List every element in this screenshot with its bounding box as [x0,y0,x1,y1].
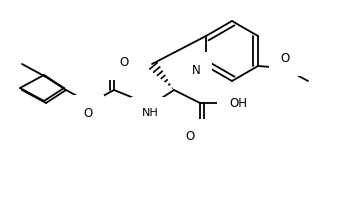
Text: O: O [185,130,195,144]
Text: O: O [119,55,129,69]
Text: NH: NH [142,108,158,118]
Text: OH: OH [229,96,247,109]
Text: O: O [84,107,93,120]
Text: N: N [192,64,200,76]
Text: O: O [280,51,290,65]
